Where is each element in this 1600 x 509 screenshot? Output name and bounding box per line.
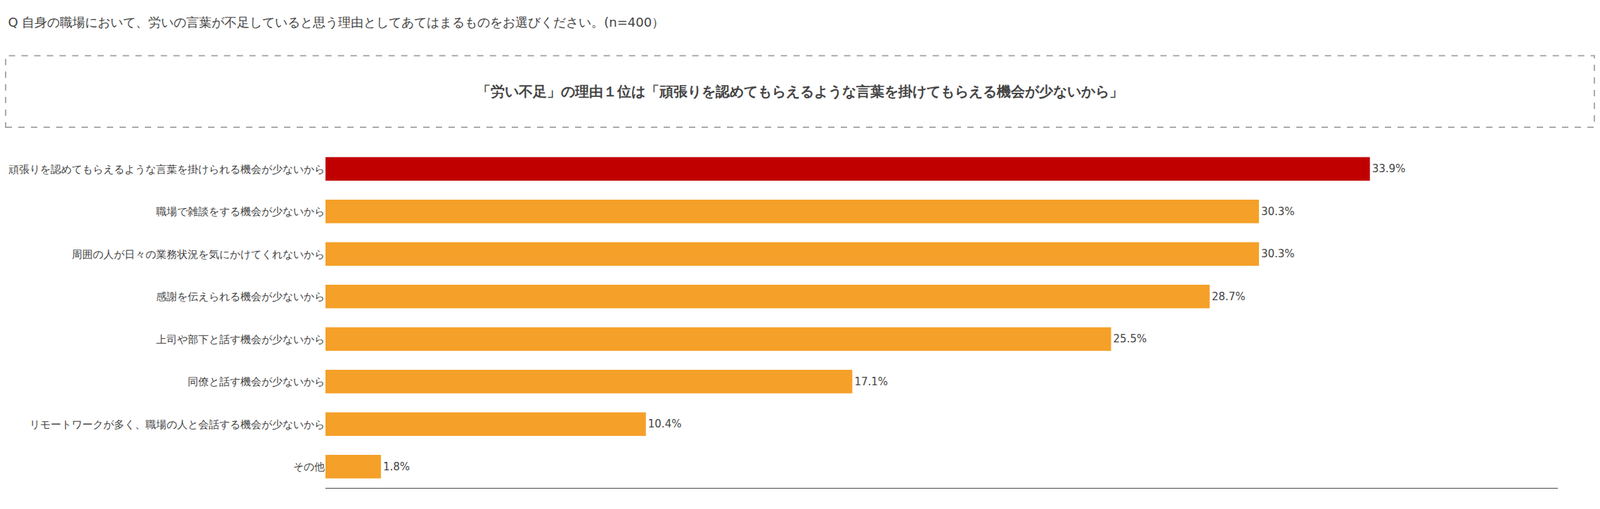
svg-text:職場で雑談をする機会が少ないから: 職場で雑談をする機会が少ないから bbox=[156, 205, 325, 218]
svg-text:25.5%: 25.5% bbox=[1113, 332, 1148, 346]
svg-text:10.4%: 10.4% bbox=[648, 417, 682, 431]
svg-text:リモートワークが多く、職場の人と会話する機会が少ないから: リモートワークが多く、職場の人と会話する機会が少ないから bbox=[29, 418, 325, 431]
svg-text:30.3%: 30.3% bbox=[1261, 247, 1295, 261]
svg-text:「労い不足」の理由１位は「頑張りを認めてもらえるような言葉を: 「労い不足」の理由１位は「頑張りを認めてもらえるような言葉を掛けてもらえる機会が… bbox=[476, 82, 1124, 100]
svg-text:28.7%: 28.7% bbox=[1211, 290, 1246, 303]
svg-text:その他: その他 bbox=[293, 460, 325, 474]
svg-text:頑張りを認めてもらえるような言葉を掛けられる機会が少ないから: 頑張りを認めてもらえるような言葉を掛けられる機会が少ないから bbox=[8, 163, 325, 176]
svg-text:感謝を伝えられる機会が少ないから: 感謝を伝えられる機会が少ないから bbox=[156, 290, 325, 303]
svg-text:上司や部下と話す機会が少ないから: 上司や部下と話す機会が少ないから bbox=[156, 333, 325, 346]
svg-text:1.8%: 1.8% bbox=[383, 460, 410, 474]
svg-text:同僚と話す機会が少ないから: 同僚と話す機会が少ないから bbox=[187, 375, 325, 389]
svg-text:Q 自身の職場において、労いの言葉が不足していると思う理由と: Q 自身の職場において、労いの言葉が不足していると思う理由としてあてはまるものを… bbox=[7, 14, 665, 30]
svg-text:17.1%: 17.1% bbox=[854, 375, 888, 389]
svg-text:33.9%: 33.9% bbox=[1372, 162, 1406, 176]
svg-text:周囲の人が日々の業務状況を気にかけてくれないから: 周囲の人が日々の業務状況を気にかけてくれないから bbox=[71, 248, 325, 261]
svg-text:30.3%: 30.3% bbox=[1261, 205, 1295, 218]
